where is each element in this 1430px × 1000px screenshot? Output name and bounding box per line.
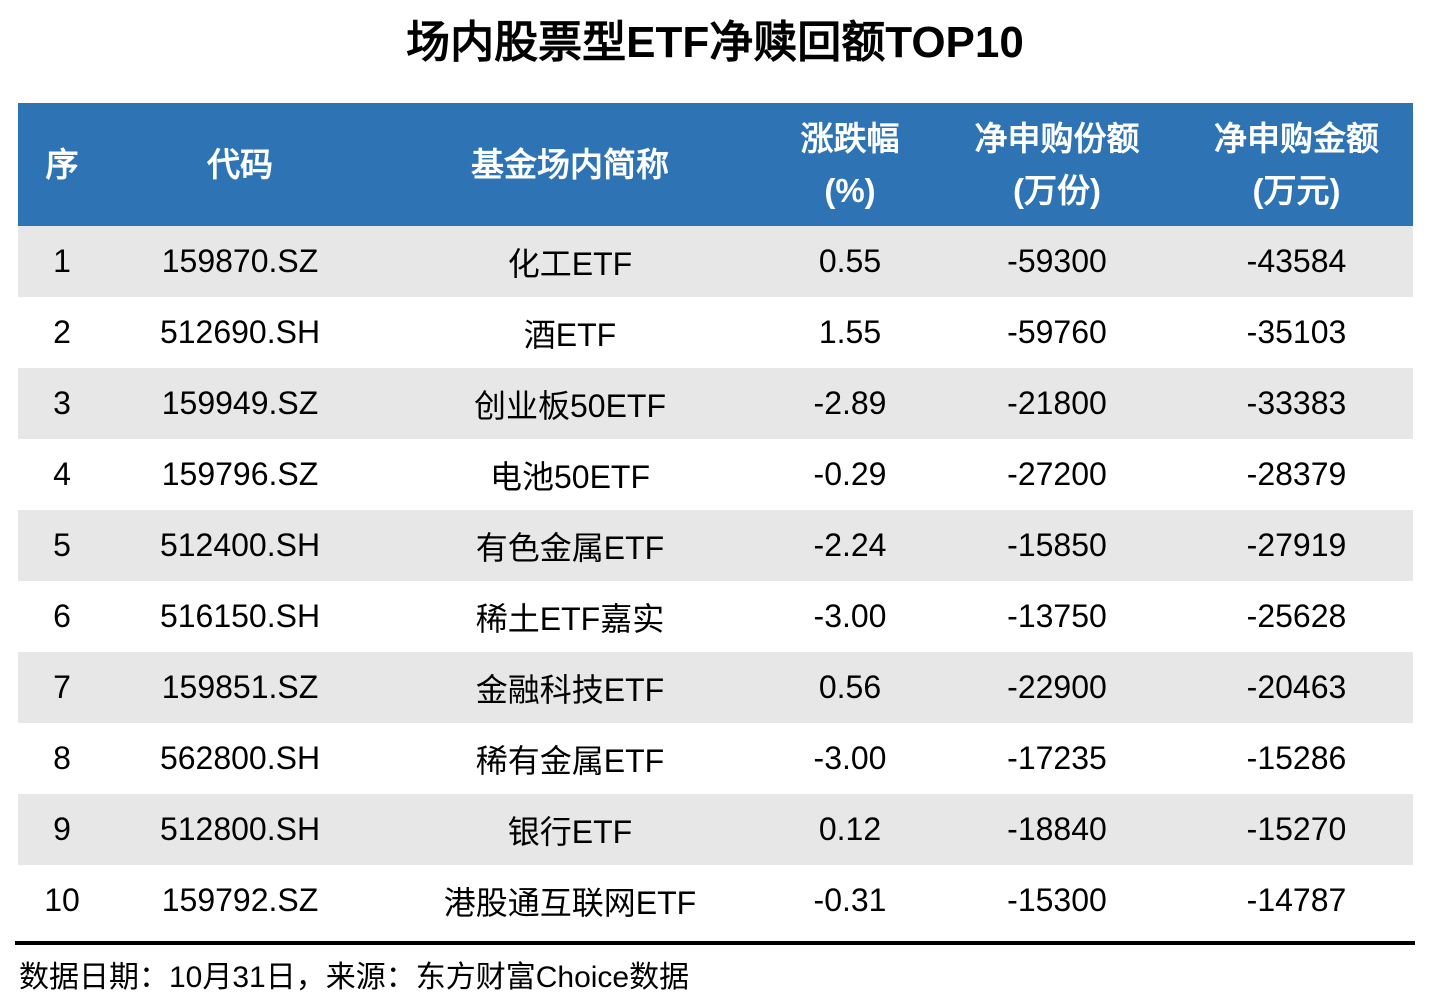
shares-cell: -22900 xyxy=(1007,669,1107,705)
code-cell: 512800.SH xyxy=(159,811,321,847)
shares-cell: -59760 xyxy=(1007,314,1107,350)
change-cell: -2.89 xyxy=(813,385,887,421)
amount-cell: -43584 xyxy=(1246,243,1347,279)
name-cell: 电池50ETF xyxy=(489,458,651,495)
data-source-note: 数据日期：10月31日，来源：东方财富Choice数据 xyxy=(19,961,690,994)
shares-cell: -27200 xyxy=(1007,456,1107,492)
header-row: 序 代码 基金场内简称 涨跌幅 (%) 净申购份额 (万份) 净申购金额 (万元… xyxy=(18,103,1413,226)
code-cell: 159949.SZ xyxy=(161,385,319,421)
code-cell: 159792.SZ xyxy=(161,882,319,918)
col-header-name: 基金场内简称 xyxy=(374,103,766,226)
amount-cell: -25628 xyxy=(1246,598,1347,634)
etf-redemption-table: 序 代码 基金场内简称 涨跌幅 (%) 净申购份额 (万份) 净申购金额 (万元… xyxy=(18,103,1413,936)
change-cell: -0.31 xyxy=(813,882,887,918)
amount-cell: -14787 xyxy=(1246,882,1347,918)
table-row: 2 512690.SH 酒ETF 1.55 -59760 -35103 xyxy=(18,297,1413,368)
change-cell: -3.00 xyxy=(813,598,887,634)
name-cell: 稀有金属ETF xyxy=(475,742,665,779)
col-header-seq: 序 xyxy=(18,103,106,226)
table-row: 1 159870.SZ 化工ETF 0.55 -59300 -43584 xyxy=(18,226,1413,297)
change-cell: -0.29 xyxy=(813,456,887,492)
shares-cell: -15300 xyxy=(1007,882,1107,918)
table-row: 4 159796.SZ 电池50ETF -0.29 -27200 -28379 xyxy=(18,439,1413,510)
seq-cell: 3 xyxy=(53,385,71,421)
amount-cell: -20463 xyxy=(1246,669,1347,705)
seq-cell: 6 xyxy=(53,598,71,634)
amount-cell: -15286 xyxy=(1246,740,1347,776)
table-row: 5 512400.SH 有色金属ETF -2.24 -15850 -27919 xyxy=(18,510,1413,581)
seq-cell: 9 xyxy=(53,811,71,847)
col-header-change: 涨跌幅 (%) xyxy=(766,103,934,226)
shares-cell: -15850 xyxy=(1007,527,1107,563)
name-cell: 酒ETF xyxy=(523,316,617,353)
amount-cell: -27919 xyxy=(1246,527,1347,563)
amount-cell: -35103 xyxy=(1246,314,1347,350)
amount-cell: -15270 xyxy=(1246,811,1347,847)
name-cell: 银行ETF xyxy=(507,813,633,850)
change-cell: 1.55 xyxy=(818,314,882,350)
shares-cell: -17235 xyxy=(1007,740,1107,776)
table-row: 7 159851.SZ 金融科技ETF 0.56 -22900 -20463 xyxy=(18,652,1413,723)
seq-cell: 5 xyxy=(53,527,71,563)
change-cell: 0.12 xyxy=(818,811,882,847)
table-row: 3 159949.SZ 创业板50ETF -2.89 -21800 -33383 xyxy=(18,368,1413,439)
seq-cell: 8 xyxy=(53,740,71,776)
name-cell: 稀土ETF嘉实 xyxy=(475,600,665,637)
change-cell: 0.56 xyxy=(818,669,882,705)
code-cell: 562800.SH xyxy=(159,740,321,776)
shares-cell: -21800 xyxy=(1007,385,1107,421)
table-row: 8 562800.SH 稀有金属ETF -3.00 -17235 -15286 xyxy=(18,723,1413,794)
table-row: 6 516150.SH 稀土ETF嘉实 -3.00 -13750 -25628 xyxy=(18,581,1413,652)
code-cell: 159796.SZ xyxy=(161,456,319,492)
table-row: 10 159792.SZ 港股通互联网ETF -0.31 -15300 -147… xyxy=(18,865,1413,936)
col-header-amount: 净申购金额 (万元) xyxy=(1180,103,1413,226)
code-cell: 516150.SH xyxy=(159,598,321,634)
amount-cell: -33383 xyxy=(1246,385,1347,421)
shares-cell: -59300 xyxy=(1007,243,1107,279)
change-cell: -3.00 xyxy=(813,740,887,776)
seq-cell: 1 xyxy=(53,243,71,279)
etf-redemption-table-wrap: 序 代码 基金场内简称 涨跌幅 (%) 净申购份额 (万份) 净申购金额 (万元… xyxy=(18,103,1413,936)
shares-cell: -18840 xyxy=(1007,811,1107,847)
name-cell: 港股通互联网ETF xyxy=(443,884,697,921)
col-header-code: 代码 xyxy=(106,103,374,226)
amount-cell: -28379 xyxy=(1246,456,1347,492)
change-cell: 0.55 xyxy=(818,243,882,279)
footer-divider: 数据日期：10月31日，来源：东方财富Choice数据 xyxy=(15,941,1415,996)
seq-cell: 10 xyxy=(44,882,80,918)
table-row: 9 512800.SH 银行ETF 0.12 -18840 -15270 xyxy=(18,794,1413,865)
seq-cell: 4 xyxy=(53,456,71,492)
name-cell: 创业板50ETF xyxy=(473,387,667,424)
name-cell: 金融科技ETF xyxy=(475,671,665,708)
code-cell: 512690.SH xyxy=(159,314,321,350)
name-cell: 化工ETF xyxy=(507,245,633,282)
change-cell: -2.24 xyxy=(813,527,887,563)
seq-cell: 2 xyxy=(53,314,71,350)
seq-cell: 7 xyxy=(53,669,71,705)
name-cell: 有色金属ETF xyxy=(475,529,665,566)
col-header-shares: 净申购份额 (万份) xyxy=(934,103,1180,226)
page-title: 场内股票型ETF净赎回额TOP10 xyxy=(406,18,1024,67)
code-cell: 159851.SZ xyxy=(161,669,319,705)
shares-cell: -13750 xyxy=(1007,598,1107,634)
code-cell: 512400.SH xyxy=(159,527,321,563)
code-cell: 159870.SZ xyxy=(161,243,319,279)
